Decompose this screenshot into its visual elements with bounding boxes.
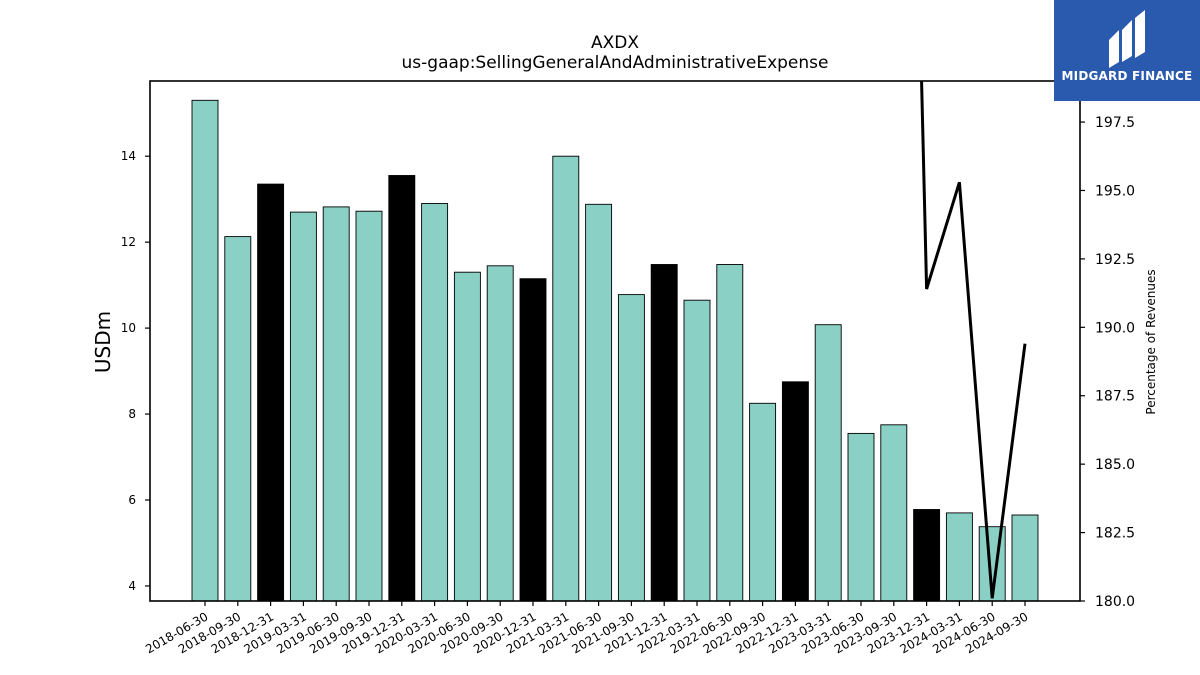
- bar-2020-12-31: [519, 278, 547, 602]
- y-tick-label: 8: [128, 407, 136, 421]
- bar-2018-06-30: [191, 99, 219, 602]
- chart-title: AXDX: [591, 33, 639, 53]
- bar-2023-06-30: [847, 432, 875, 602]
- y-tick-label: 4: [128, 579, 136, 593]
- y2-tick-label: 185.0: [1095, 457, 1135, 473]
- revenue-pct-line: [920, 81, 1027, 599]
- bar-2021-12-31: [650, 264, 678, 602]
- bar-2023-03-31: [814, 324, 842, 602]
- midgard-logo-icon: [1109, 10, 1145, 68]
- bar-2024-03-31: [945, 512, 973, 602]
- bar-2019-03-31: [289, 211, 317, 602]
- y2-tick-label: 192.5: [1095, 252, 1135, 268]
- bar-2019-06-30: [322, 206, 350, 602]
- bar-2023-12-31: [913, 509, 941, 602]
- y2-tick-label: 190.0: [1095, 320, 1135, 336]
- plot-frame: [149, 80, 1081, 602]
- bar-2020-09-30: [486, 265, 514, 602]
- bar-2020-06-30: [453, 271, 481, 602]
- bar-2021-06-30: [585, 203, 613, 602]
- bar-2021-09-30: [617, 294, 645, 602]
- bar-2022-12-31: [781, 381, 809, 602]
- bar-2022-09-30: [749, 402, 777, 602]
- revenue-pct-line-group: [920, 81, 1027, 599]
- bar-2022-03-31: [683, 299, 711, 602]
- y2-axis-label: Percentage of Revenues: [1144, 269, 1158, 414]
- bar-2021-03-31: [552, 155, 580, 602]
- bar-2018-12-31: [257, 183, 285, 602]
- y2-tick-label: 182.5: [1095, 526, 1135, 542]
- bar-2024-09-30: [1011, 514, 1039, 602]
- bar-2022-06-30: [716, 264, 744, 602]
- y-tick-label: 6: [128, 493, 136, 507]
- y2-tick-label: 180.0: [1095, 594, 1135, 610]
- bar-2020-03-31: [421, 203, 449, 602]
- bars-group: [191, 99, 1039, 602]
- brand-name: MIDGARD FINANCE: [1061, 69, 1193, 83]
- y2-tick-label: 187.5: [1095, 389, 1135, 405]
- bar-2019-12-31: [388, 175, 416, 602]
- bar-2023-09-30: [880, 424, 908, 602]
- y-tick-label: 12: [121, 235, 136, 249]
- bar-2019-09-30: [355, 210, 383, 602]
- y-axis-label: USDm: [91, 311, 115, 373]
- chart-subtitle: us-gaap:SellingGeneralAndAdministrativeE…: [402, 53, 829, 73]
- y-tick-label: 14: [121, 149, 136, 163]
- y-tick-label: 10: [121, 321, 136, 335]
- bar-2018-09-30: [224, 236, 252, 602]
- y2-tick-label: 197.5: [1095, 115, 1135, 131]
- y2-tick-label: 195.0: [1095, 183, 1135, 199]
